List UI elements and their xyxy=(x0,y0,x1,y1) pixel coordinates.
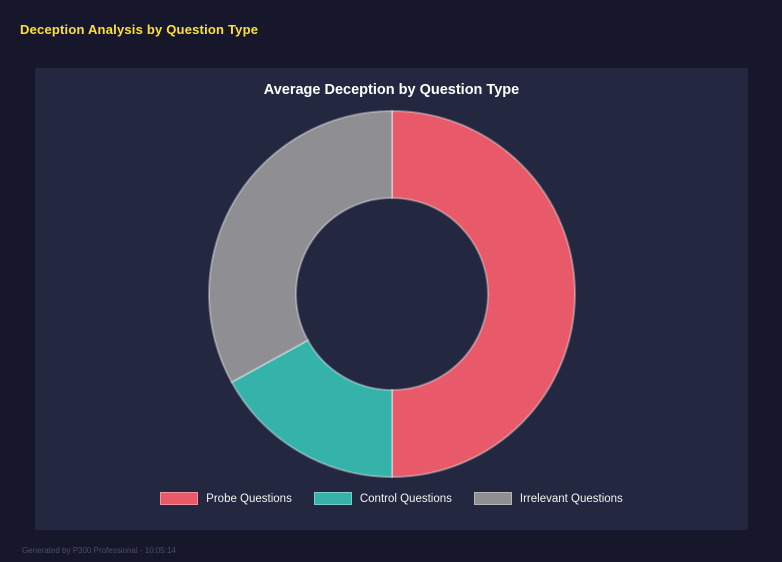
donut-segment-3[interactable] xyxy=(207,109,393,384)
legend-item-1[interactable]: Probe Questions xyxy=(160,492,292,505)
page-title: Deception Analysis by Question Type xyxy=(20,22,259,37)
donut-svg xyxy=(207,109,576,479)
legend-item-2[interactable]: Control Questions xyxy=(313,492,452,505)
donut-segment-1[interactable] xyxy=(390,109,576,479)
legend-swatch xyxy=(473,492,512,505)
legend-label: Probe Questions xyxy=(206,492,292,505)
legend-label: Control Questions xyxy=(359,492,452,505)
legend-item-3[interactable]: Irrelevant Questions xyxy=(473,492,623,505)
chart-panel: Average Deception by Question Type Probe… xyxy=(35,68,748,530)
footer-note: Generated by P300 Professional - 10:05:1… xyxy=(22,546,176,555)
chart-legend: Probe Questions Control Questions Irreleva… xyxy=(35,492,748,505)
donut-chart xyxy=(42,98,742,490)
legend-label: Irrelevant Questions xyxy=(519,492,623,505)
legend-swatch xyxy=(313,492,352,505)
legend-swatch xyxy=(160,492,199,505)
donut-segment-2[interactable] xyxy=(229,338,393,479)
chart-title: Average Deception by Question Type xyxy=(263,82,520,98)
